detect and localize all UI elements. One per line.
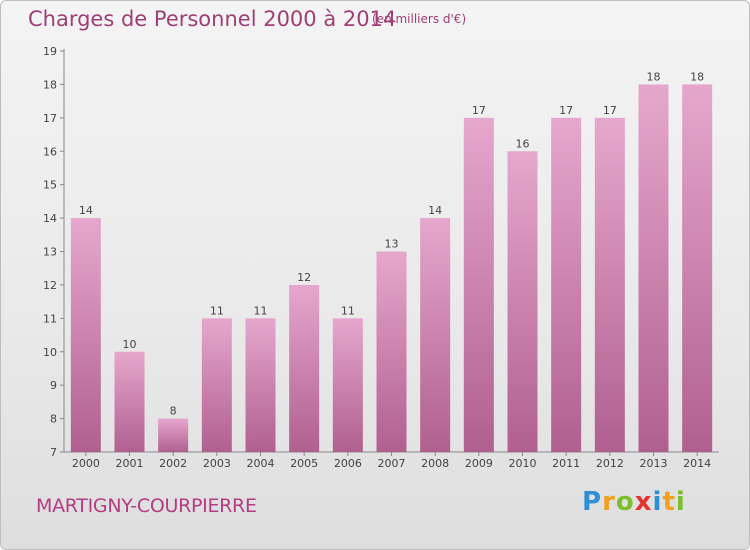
x-tick-label-2009: 2009 bbox=[465, 457, 493, 470]
data-label-2001: 10 bbox=[123, 338, 137, 351]
y-tick-label: 13 bbox=[43, 246, 57, 259]
x-tick-label-2003: 2003 bbox=[203, 457, 231, 470]
bar-2007[interactable] bbox=[376, 251, 407, 453]
logo-letter: r bbox=[602, 487, 616, 517]
x-tick-label-2013: 2013 bbox=[640, 457, 668, 470]
x-tick-label-2008: 2008 bbox=[421, 457, 449, 470]
y-tick-label: 10 bbox=[43, 346, 57, 359]
x-tick-label-2012: 2012 bbox=[596, 457, 624, 470]
data-label-2014: 18 bbox=[690, 70, 704, 83]
y-tick-label: 11 bbox=[43, 312, 57, 325]
logo-letter: P bbox=[582, 487, 603, 517]
bar-2012[interactable] bbox=[594, 117, 625, 452]
logo-letter: t bbox=[662, 487, 676, 517]
y-tick-label: 18 bbox=[43, 78, 57, 91]
x-tick-label-2002: 2002 bbox=[159, 457, 187, 470]
data-label-2009: 17 bbox=[472, 104, 486, 117]
bar-2005[interactable] bbox=[289, 284, 320, 452]
bar-2006[interactable] bbox=[332, 318, 363, 452]
logo-letter: x bbox=[634, 487, 653, 517]
chart-subtitle: (en milliers d'€) bbox=[372, 12, 467, 26]
data-label-2005: 12 bbox=[297, 271, 311, 284]
y-tick-label: 15 bbox=[43, 179, 57, 192]
bar-2011[interactable] bbox=[551, 117, 582, 452]
data-label-2010: 16 bbox=[516, 137, 530, 150]
x-tick-label-2001: 2001 bbox=[116, 457, 144, 470]
bar-2002[interactable] bbox=[158, 418, 189, 452]
logo-letter: o bbox=[615, 487, 635, 517]
data-label-2013: 18 bbox=[647, 70, 661, 83]
y-tick-label: 9 bbox=[50, 379, 57, 392]
y-tick-label: 17 bbox=[43, 112, 57, 125]
x-tick-label-2011: 2011 bbox=[552, 457, 580, 470]
y-tick-label: 8 bbox=[50, 413, 57, 426]
logo-letter: i bbox=[652, 487, 663, 517]
commune-name: MARTIGNY-COURPIERRE bbox=[36, 495, 257, 517]
data-label-2012: 17 bbox=[603, 104, 617, 117]
data-label-2002: 8 bbox=[170, 405, 177, 418]
bar-2014[interactable] bbox=[682, 84, 713, 453]
data-label-2006: 11 bbox=[341, 304, 355, 317]
y-tick-label: 14 bbox=[43, 212, 57, 225]
x-tick-label-2010: 2010 bbox=[509, 457, 537, 470]
x-tick-label-2014: 2014 bbox=[683, 457, 711, 470]
y-tick-label: 12 bbox=[43, 279, 57, 292]
data-label-2007: 13 bbox=[385, 238, 399, 251]
chart-title: Charges de Personnel 2000 à 2014 bbox=[28, 7, 397, 31]
data-label-2004: 11 bbox=[254, 304, 268, 317]
x-tick-label-2006: 2006 bbox=[334, 457, 362, 470]
data-label-2011: 17 bbox=[559, 104, 573, 117]
bar-2008[interactable] bbox=[420, 218, 451, 452]
x-tick-label-2007: 2007 bbox=[378, 457, 406, 470]
data-label-2008: 14 bbox=[428, 204, 442, 217]
y-tick-label: 7 bbox=[50, 446, 57, 459]
y-tick-label: 19 bbox=[43, 45, 57, 58]
bar-2000[interactable] bbox=[70, 218, 101, 452]
data-label-2003: 11 bbox=[210, 304, 224, 317]
x-tick-label-2005: 2005 bbox=[290, 457, 318, 470]
proxiti-logo[interactable]: Proxiti bbox=[582, 487, 686, 517]
bar-2001[interactable] bbox=[114, 351, 145, 452]
bar-2010[interactable] bbox=[507, 151, 538, 452]
bar-2009[interactable] bbox=[463, 117, 494, 452]
bar-2003[interactable] bbox=[201, 318, 232, 452]
x-tick-label-2004: 2004 bbox=[247, 457, 275, 470]
y-tick-label: 16 bbox=[43, 145, 57, 158]
logo-letter: i bbox=[675, 487, 686, 517]
x-tick-label-2000: 2000 bbox=[72, 457, 100, 470]
bar-2004[interactable] bbox=[245, 318, 276, 452]
data-label-2000: 14 bbox=[79, 204, 93, 217]
bar-2013[interactable] bbox=[638, 84, 669, 453]
